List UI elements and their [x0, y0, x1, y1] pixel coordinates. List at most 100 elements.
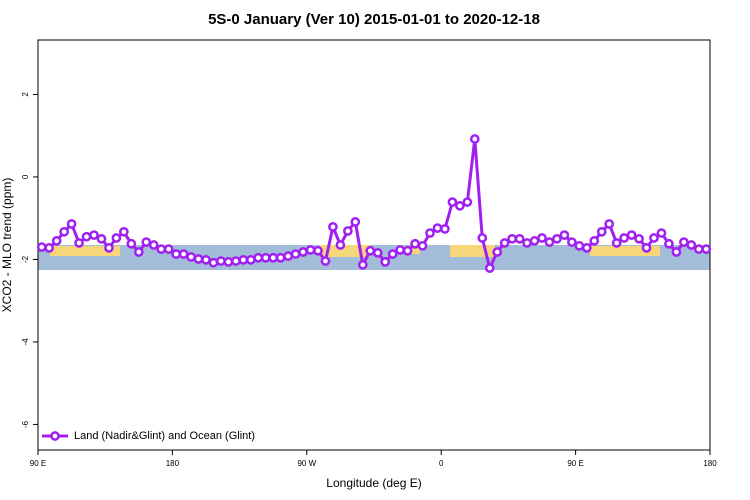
data-point: [44, 243, 55, 253]
data-point: [104, 243, 114, 253]
data-point: [245, 254, 256, 265]
data-point: [66, 219, 77, 229]
data-point: [686, 240, 697, 250]
data-point: [492, 247, 503, 257]
data-point: [619, 233, 629, 243]
data-point: [275, 252, 286, 263]
data-point: [447, 197, 458, 207]
data-point: [119, 226, 129, 237]
y-tick-label: 2: [21, 92, 30, 97]
data-point: [357, 259, 368, 270]
data-point: [216, 256, 226, 266]
data-point: [186, 252, 196, 262]
data-point: [649, 233, 659, 243]
data-point: [664, 238, 674, 249]
data-point: [656, 228, 667, 238]
data-point: [477, 233, 488, 243]
data-point: [163, 244, 174, 254]
y-tick-label: -6: [21, 420, 30, 428]
y-tick-label: 0: [21, 174, 30, 179]
data-point: [343, 226, 353, 236]
data-point: [507, 233, 517, 244]
x-tick-label: 180: [703, 459, 717, 468]
data-point: [320, 256, 331, 266]
data-point: [604, 219, 615, 229]
data-point: [484, 263, 495, 273]
data-point: [529, 236, 540, 246]
legend-label: Land (Nadir&Glint) and Ocean (Glint): [74, 430, 255, 442]
chart-title: 5S-0 January (Ver 10) 2015-01-01 to 2020…: [208, 11, 540, 28]
data-point: [208, 257, 219, 268]
data-point: [499, 238, 510, 248]
data-point: [395, 245, 405, 255]
data-point: [89, 230, 99, 240]
data-point: [693, 244, 704, 254]
data-point: [417, 240, 428, 251]
data-point: [380, 257, 391, 267]
y-tick-label: -2: [21, 255, 30, 263]
data-point: [372, 247, 383, 258]
data-point: [634, 233, 644, 244]
data-point: [641, 243, 652, 253]
data-point: [268, 252, 279, 263]
data-point: [402, 245, 413, 256]
data-point: [283, 251, 293, 261]
data-point: [305, 245, 316, 255]
data-point: [701, 244, 712, 254]
data-point: [126, 238, 137, 249]
data-point: [171, 249, 181, 259]
data-point: [581, 243, 592, 253]
data-point: [260, 252, 271, 263]
data-point: [365, 245, 376, 256]
data-point: [74, 238, 84, 248]
data-point: [313, 245, 323, 256]
data-point: [51, 236, 62, 246]
data-point: [253, 252, 264, 263]
data-point: [514, 233, 525, 244]
data-point: [350, 217, 361, 227]
data-point: [410, 238, 420, 249]
data-point: [432, 223, 443, 233]
x-axis-label: Longitude (deg E): [326, 476, 421, 490]
data-point: [596, 226, 607, 237]
data-point: [201, 254, 211, 265]
data-point: [133, 247, 144, 257]
data-point: [335, 240, 346, 250]
data-point: [328, 222, 338, 232]
data-point: [574, 240, 585, 251]
data-point: [611, 238, 622, 248]
data-point: [231, 256, 241, 266]
x-tick-label: 0: [439, 459, 444, 468]
data-point: [290, 249, 301, 259]
data-point: [387, 249, 398, 259]
data-point: [671, 247, 682, 257]
y-axis-label: XCO2 - MLO trend (ppm): [0, 178, 14, 313]
data-point: [544, 237, 555, 247]
data-point: [178, 249, 189, 259]
data-point: [462, 197, 473, 207]
data-point: [559, 230, 570, 240]
data-point: [469, 134, 480, 144]
data-point: [455, 200, 465, 211]
y-tick-label: -4: [21, 338, 30, 346]
data-point: [193, 254, 204, 264]
data-point: [537, 233, 547, 243]
data-point: [156, 244, 167, 254]
data-point: [111, 233, 122, 243]
data-point: [522, 238, 532, 248]
data-point: [81, 231, 92, 242]
data-point: [626, 230, 637, 240]
x-tick-label: 90 E: [30, 459, 46, 468]
data-point: [298, 247, 308, 257]
data-point: [679, 237, 689, 247]
data-point: [589, 236, 600, 246]
data-point: [141, 237, 152, 247]
data-point: [552, 233, 562, 244]
data-point: [96, 233, 107, 244]
data-point: [36, 242, 47, 252]
x-tick-label: 180: [166, 459, 180, 468]
x-tick-label: 90 E: [567, 459, 583, 468]
data-point: [223, 257, 234, 267]
data-point: [425, 228, 435, 238]
